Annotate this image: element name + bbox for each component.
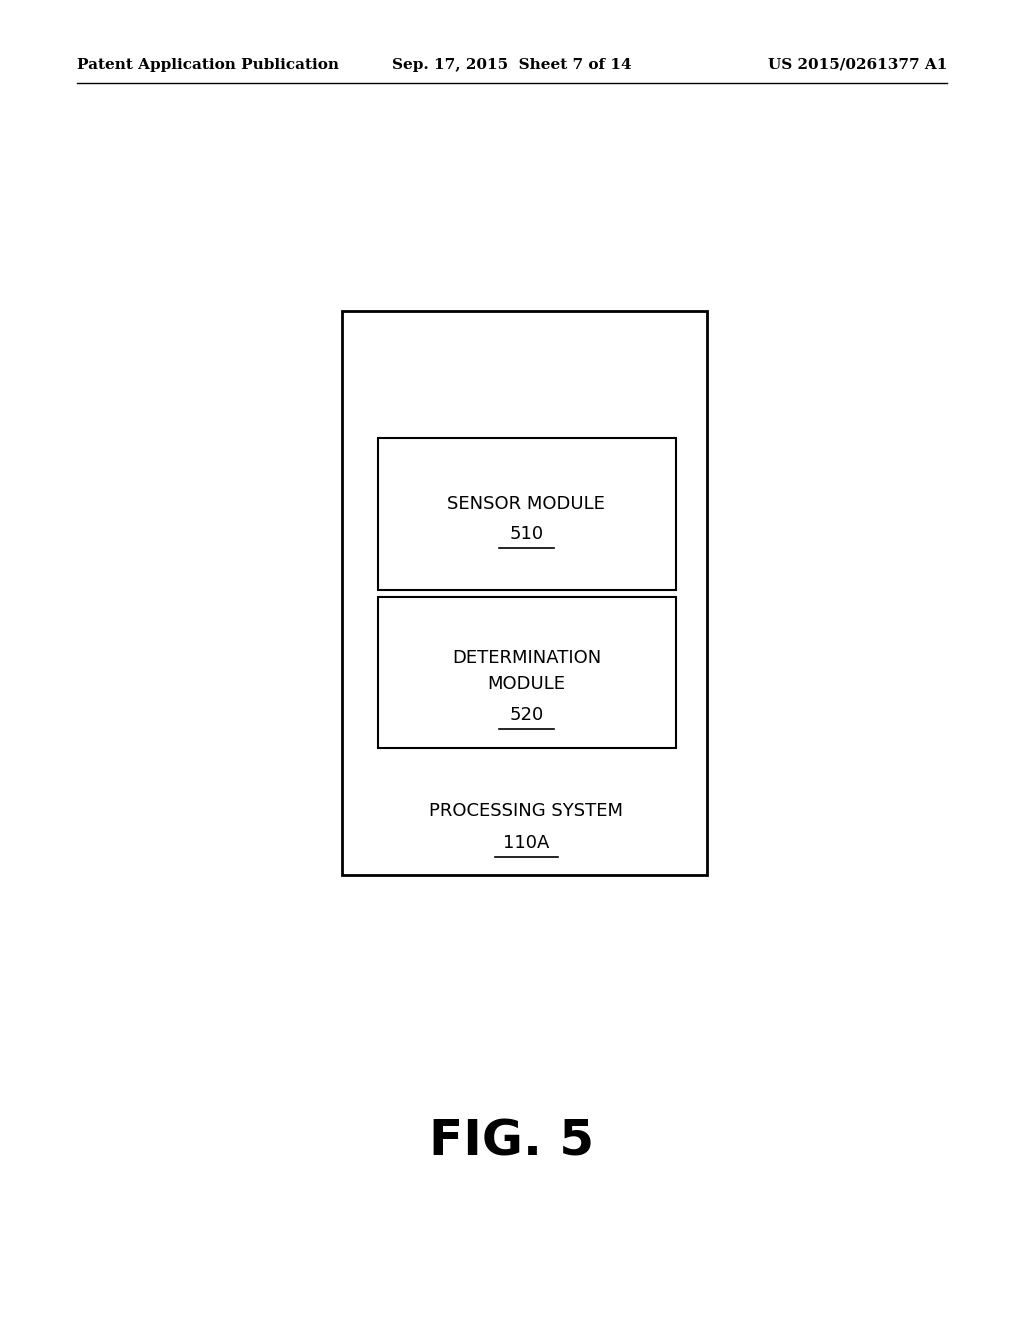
FancyBboxPatch shape [378,438,676,590]
Text: DETERMINATION: DETERMINATION [452,649,601,668]
Text: Sep. 17, 2015  Sheet 7 of 14: Sep. 17, 2015 Sheet 7 of 14 [392,58,632,71]
Text: SENSOR MODULE: SENSOR MODULE [447,495,605,513]
FancyBboxPatch shape [378,598,676,748]
Text: Patent Application Publication: Patent Application Publication [77,58,339,71]
Text: FIG. 5: FIG. 5 [429,1118,595,1166]
Text: PROCESSING SYSTEM: PROCESSING SYSTEM [429,803,624,820]
Text: MODULE: MODULE [487,675,565,693]
Text: 520: 520 [509,706,544,725]
Text: 110A: 110A [503,834,550,853]
Text: 510: 510 [509,525,544,544]
Text: US 2015/0261377 A1: US 2015/0261377 A1 [768,58,947,71]
FancyBboxPatch shape [342,312,708,875]
